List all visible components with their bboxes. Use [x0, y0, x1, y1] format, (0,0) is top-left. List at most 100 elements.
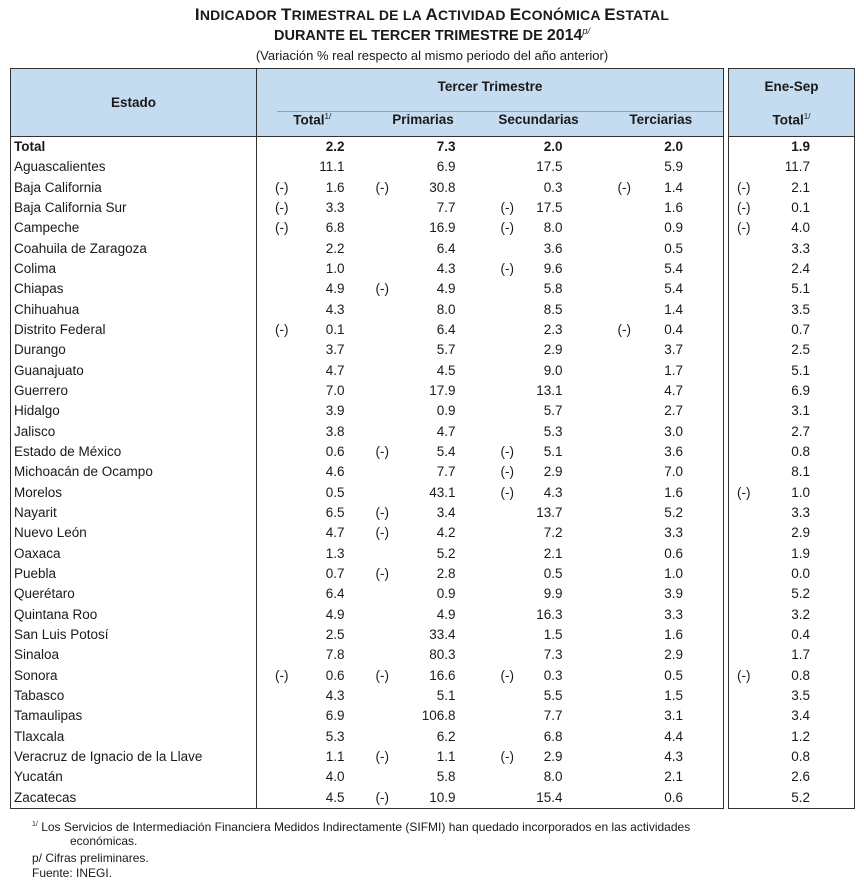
header-tercer-trimestre: Tercer Trimestre	[256, 68, 724, 112]
negative-marker: (-)	[500, 484, 515, 500]
state-name: Yucatán	[10, 767, 257, 788]
table-row: Baja California (-) 1.6 (-) 30.8 0.3 (-) 1.4 (-)…	[10, 177, 855, 198]
cell-terciarias: 0.5	[598, 238, 724, 259]
cell-value: 3.6	[664, 443, 683, 459]
cell-enesep: 3.3	[728, 238, 855, 259]
state-name: Total	[10, 136, 257, 158]
negative-marker: (-)	[275, 667, 289, 683]
cell-total: 3.8	[257, 422, 368, 442]
cell-value: 1.1	[325, 748, 345, 764]
cell-secundarias: 6.8	[479, 727, 599, 747]
cell-enesep: 5.2	[728, 584, 855, 605]
cell-value: 4.3	[325, 301, 345, 317]
cell-value: 3.3	[791, 240, 810, 256]
footnote-1-marker: 1/	[32, 821, 38, 828]
state-name: Nayarit	[10, 502, 257, 524]
footnote-1-text: Los Servicios de Intermediación Financie…	[41, 820, 691, 834]
cell-value: 0.6	[325, 667, 345, 683]
cell-value: 1.6	[664, 199, 683, 215]
cell-value: 9.9	[543, 586, 563, 602]
footnote-preliminary: p/ Cifras preliminares.	[32, 851, 149, 865]
cell-primarias: 6.4	[368, 320, 479, 340]
cell-value: 2.2	[325, 139, 345, 154]
table-row: Tlaxcala 5.3 6.2 6.8 4.4 1.2	[10, 726, 855, 747]
cell-secundarias: (-) 0.3	[479, 666, 599, 686]
header-total-label: Total	[293, 112, 325, 128]
table-row: Total 2.2 7.3 2.0 2.0 1.9	[10, 136, 855, 158]
cell-value: 0.5	[325, 484, 345, 500]
table-row: Nuevo León 4.7 (-) 4.2 7.2 3.3 2.9	[10, 523, 855, 544]
cell-secundarias: 2.1	[479, 544, 599, 564]
cell-value: 6.9	[325, 708, 345, 724]
title-cap-letter: I	[194, 5, 200, 24]
cell-value: 0.1	[791, 199, 810, 215]
cell-total: 0.5	[257, 483, 368, 503]
negative-marker: (-)	[500, 443, 515, 459]
cell-total: 2.2	[257, 137, 368, 158]
table-body: Total 2.2 7.3 2.0 2.0 1.9 Aguascalientes 11.1 6.…	[10, 136, 855, 809]
cell-value: 43.1	[429, 484, 456, 500]
cell-secundarias: 7.7	[479, 706, 599, 726]
column-gap	[723, 360, 729, 381]
cell-value: 2.5	[325, 626, 345, 642]
table-row: Veracruz de Ignacio de la Llave 1.1 (-) 1.1…	[10, 746, 855, 768]
cell-value: 1.6	[664, 484, 683, 500]
column-gap	[723, 441, 729, 463]
cell-value: 3.7	[664, 342, 683, 358]
cell-secundarias: 8.0	[479, 767, 599, 787]
cell-value: 4.9	[436, 281, 456, 297]
cell-value: 2.2	[325, 240, 345, 256]
cell-secundarias: 0.3	[479, 178, 599, 198]
cell-total: 1.1	[257, 747, 368, 767]
cell-value: 7.7	[436, 199, 456, 215]
cell-value: 2.8	[436, 565, 456, 581]
table-row: Yucatán 4.0 5.8 8.0 2.1 2.6	[10, 767, 855, 788]
state-name: Guanajuato	[10, 360, 257, 381]
state-name: Oaxaca	[10, 543, 257, 564]
cell-value: 2.9	[543, 342, 563, 358]
cell-secundarias: 9.0	[479, 361, 599, 381]
title-cap-letter: A	[425, 5, 438, 24]
cell-secundarias: 8.5	[479, 300, 599, 320]
cell-terciarias: 1.6	[598, 624, 724, 646]
cell-enesep: 3.1	[728, 401, 855, 422]
negative-marker: (-)	[275, 179, 289, 195]
cell-primarias: (-) 16.6	[368, 666, 479, 686]
footnote-1-continuation: económicas.	[70, 834, 138, 848]
cell-enesep: 5.1	[728, 279, 855, 300]
cell-total: 3.7	[257, 340, 368, 360]
column-gap	[723, 584, 729, 605]
cell-terciarias: 3.6	[598, 441, 724, 463]
table-row: Coahuila de Zaragoza 2.2 6.4 3.6 0.5 3.3	[10, 238, 855, 259]
cell-primarias: (-) 30.8	[368, 178, 479, 198]
cell-primarias: 7.7	[368, 462, 479, 482]
cell-secundarias: 5.8	[479, 279, 599, 299]
table-row: Sonora (-) 0.6 (-) 16.6 (-) 0.3 0.5 (-) 0.8	[10, 665, 855, 686]
table-row: Nayarit 6.5 (-) 3.4 13.7 5.2 3.3	[10, 502, 855, 524]
state-name: Estado de México	[10, 441, 257, 463]
cell-terciarias: 4.4	[598, 726, 724, 747]
cell-terciarias: 0.5	[598, 665, 724, 686]
cell-terciarias: 3.3	[598, 604, 724, 625]
cell-primarias: 4.9	[368, 605, 479, 625]
cell-secundarias: 2.9	[479, 340, 599, 360]
cell-primarias: 80.3	[368, 645, 479, 665]
column-gap	[723, 746, 729, 768]
cell-value: 3.1	[791, 403, 810, 419]
report-subtitle: (Variación % real respecto al mismo peri…	[255, 48, 609, 63]
cell-value: 0.5	[664, 240, 683, 256]
negative-marker: (-)	[375, 281, 390, 297]
cell-value: 5.2	[791, 586, 810, 602]
state-name: Michoacán de Ocampo	[10, 462, 257, 483]
cell-value: 1.0	[325, 260, 345, 276]
column-gap	[723, 68, 729, 137]
cell-value: 3.9	[664, 586, 683, 602]
cell-value: 5.4	[436, 443, 456, 459]
cell-value: 0.6	[664, 789, 683, 805]
cell-primarias: (-) 4.2	[368, 523, 479, 543]
cell-total: 4.5	[256, 787, 368, 809]
cell-value: 5.9	[664, 159, 683, 175]
negative-marker: (-)	[275, 220, 289, 236]
title-small-caps: RIMESTRAL DE LA	[291, 7, 426, 23]
cell-secundarias: 15.4	[478, 787, 599, 809]
